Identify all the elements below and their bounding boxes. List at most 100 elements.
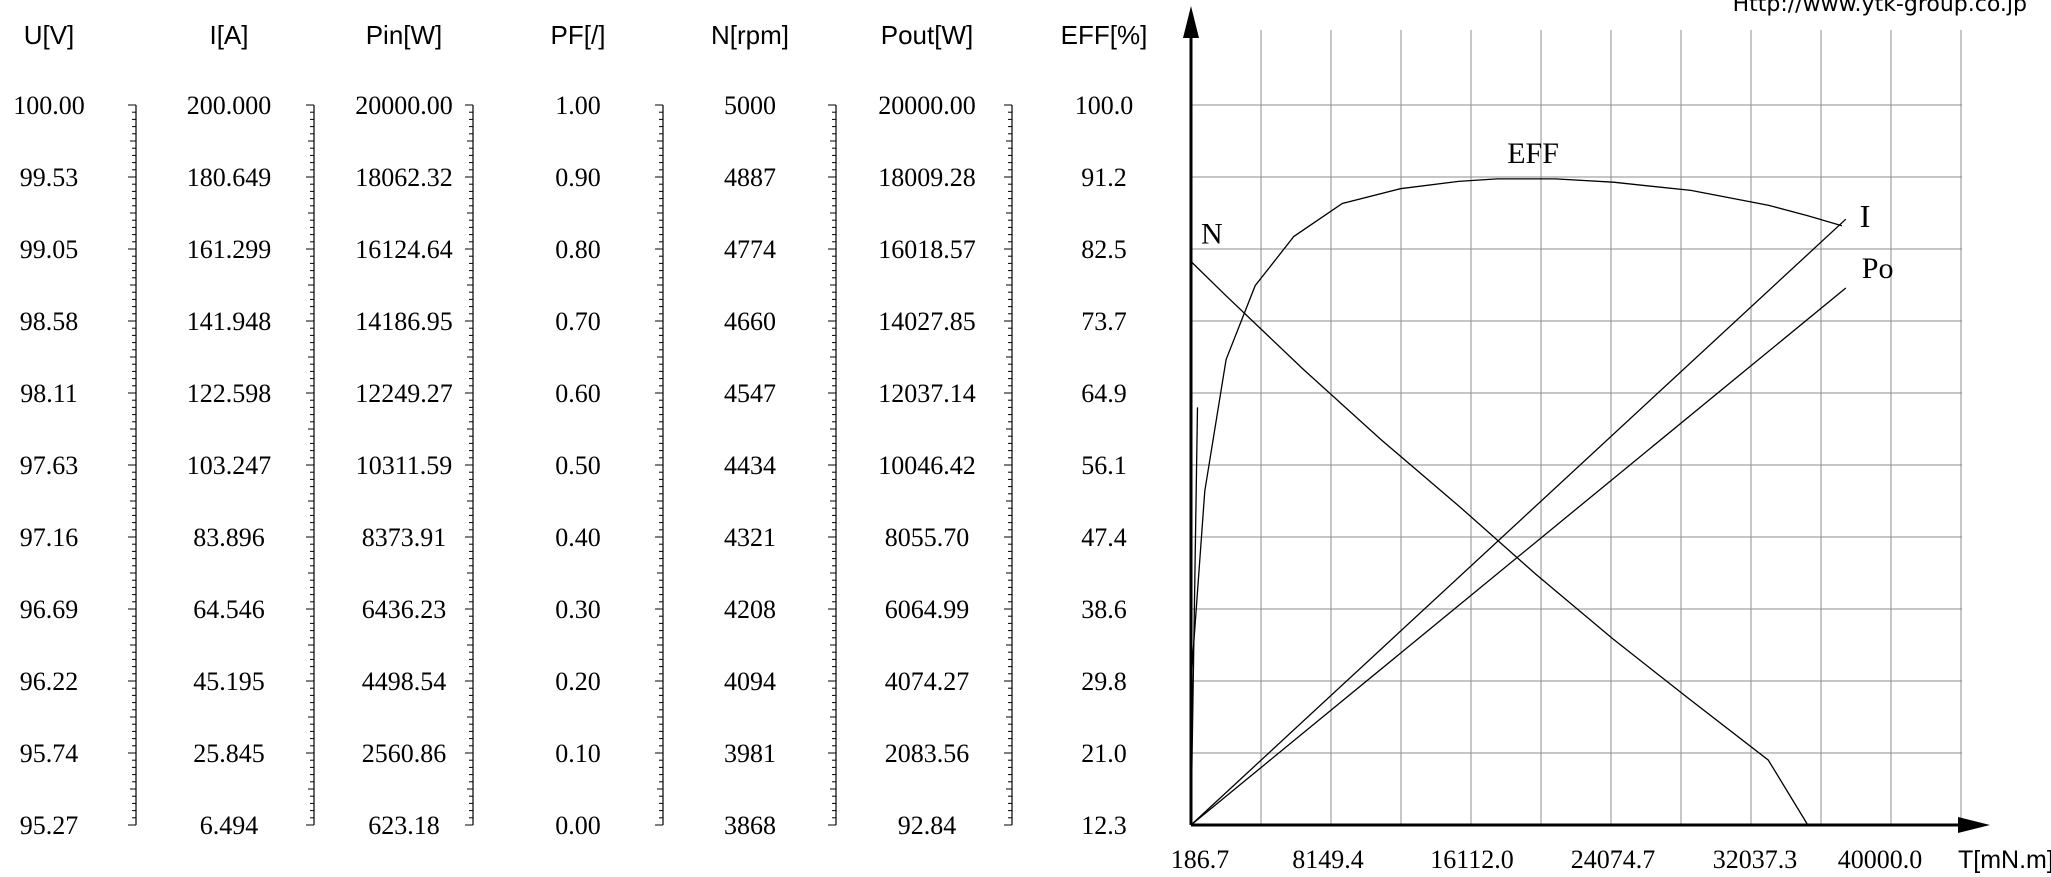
x-tick-label: 186.7 — [1171, 845, 1230, 874]
y-axis-arrow — [1183, 6, 1199, 38]
scale-tick-label: 83.896 — [193, 523, 265, 552]
scale-tick-label: 0.00 — [555, 811, 601, 840]
scale-tick-label: 96.22 — [20, 667, 79, 696]
scale-tick-label: 97.16 — [20, 523, 79, 552]
data-curves: EFF I Po N — [1190, 137, 1894, 826]
scale-tick-label: 122.598 — [187, 379, 272, 408]
scale-tick-label: 6436.23 — [362, 595, 447, 624]
curve-label-n: N — [1201, 217, 1223, 250]
curve-eff — [1190, 178, 1843, 682]
scale-header-pf: PF[/] — [551, 20, 606, 50]
scale-tick-label: 4774 — [724, 235, 776, 264]
scale-tick-label: 4547 — [724, 379, 776, 408]
curve-label-po: Po — [1862, 252, 1894, 285]
scale-header-pout-w: Pout[W] — [881, 20, 973, 50]
scale-tick-label: 6064.99 — [885, 595, 970, 624]
scale-tick-label: 99.53 — [20, 163, 79, 192]
scale-tick-label: 0.90 — [555, 163, 601, 192]
scale-tick-label: 14027.85 — [878, 307, 976, 336]
scale-tick-label: 2083.56 — [885, 739, 970, 768]
x-tick-label: 16112.0 — [1430, 845, 1514, 874]
scale-tick-label: 200.000 — [187, 91, 272, 120]
curve-i — [1190, 218, 1847, 826]
curve-label-eff: EFF — [1507, 137, 1559, 170]
scale-tick-label: 4434 — [724, 451, 776, 480]
scale-tick-label: 20000.00 — [878, 91, 976, 120]
scale-tick-label: 4094 — [724, 667, 776, 696]
x-tick-label: 8149.4 — [1292, 845, 1364, 874]
scale-tick-label: 0.80 — [555, 235, 601, 264]
scale-tick-label: 0.60 — [555, 379, 601, 408]
scale-tick-label: 82.5 — [1081, 235, 1127, 264]
scale-header-i-a: I[A] — [209, 20, 248, 50]
scale-tick-label: 4887 — [724, 163, 776, 192]
scale-tick-label: 0.70 — [555, 307, 601, 336]
scale-tick-label: 1.00 — [555, 91, 601, 120]
scale-tick-label: 0.30 — [555, 595, 601, 624]
scale-tick-label: 38.6 — [1081, 595, 1127, 624]
scale-tick-label: 180.649 — [187, 163, 272, 192]
scale-tick-label: 25.845 — [193, 739, 265, 768]
x-tick-label: 24074.7 — [1571, 845, 1656, 874]
scale-tick-label: 8373.91 — [362, 523, 447, 552]
curve-n — [1190, 261, 1809, 826]
x-tick-label: 32037.3 — [1713, 845, 1798, 874]
scale-tick-label: 95.74 — [20, 739, 79, 768]
website-url: Http://www.ytk-group.co.jp — [1732, 0, 2027, 17]
scale-tick-label: 10046.42 — [878, 451, 976, 480]
scale-tick-label: 18062.32 — [355, 163, 453, 192]
scale-tick-label: 100.00 — [13, 91, 85, 120]
scale-tick-label: 3868 — [724, 811, 776, 840]
x-tick-label: 40000.0 — [1838, 845, 1923, 874]
scale-tick-label: 6.494 — [200, 811, 259, 840]
scale-tick-label: 16018.57 — [878, 235, 976, 264]
scale-tick-label: 12037.14 — [878, 379, 976, 408]
scale-tick-label: 73.7 — [1081, 307, 1127, 336]
scale-tick-label: 10311.59 — [356, 451, 453, 480]
scale-tick-label: 623.18 — [368, 811, 440, 840]
plot-axes: 186.7 8149.4 16112.0 24074.7 32037.3 40000.0 T… — [1171, 6, 2051, 874]
curve-label-i: I — [1860, 198, 1871, 234]
scale-tick-label: 29.8 — [1081, 667, 1127, 696]
x-axis-arrow — [1958, 817, 1990, 833]
plot-grid — [1191, 30, 1962, 825]
scale-tick-label: 4498.54 — [362, 667, 447, 696]
scale-tick-label: 12249.27 — [355, 379, 453, 408]
scale-tick-label: 161.299 — [187, 235, 272, 264]
scale-columns: U[V] 100.00 99.53 99.05 98.58 98.11 97.63 97.16… — [13, 20, 1147, 840]
scale-tick-label: 18009.28 — [878, 163, 976, 192]
scale-tick-label: 47.4 — [1081, 523, 1127, 552]
scale-tick-label: 4321 — [724, 523, 776, 552]
scale-tick-label: 8055.70 — [885, 523, 970, 552]
scale-tick-label: 64.546 — [193, 595, 265, 624]
scale-tick-label: 98.58 — [20, 307, 79, 336]
scale-tick-label: 3981 — [724, 739, 776, 768]
scale-tick-label: 98.11 — [20, 379, 78, 408]
scale-tick-label: 2560.86 — [362, 739, 447, 768]
scale-tick-label: 5000 — [724, 91, 776, 120]
scale-tick-label: 0.50 — [555, 451, 601, 480]
scale-tick-label: 92.84 — [898, 811, 957, 840]
scale-tick-label: 20000.00 — [355, 91, 453, 120]
scale-tick-label: 91.2 — [1081, 163, 1127, 192]
scale-tick-label: 96.69 — [20, 595, 79, 624]
scale-tick-label: 4660 — [724, 307, 776, 336]
scale-tick-label: 4208 — [724, 595, 776, 624]
scale-tick-label: 12.3 — [1081, 811, 1127, 840]
scale-tick-label: 16124.64 — [355, 235, 453, 264]
scale-tick-label: 0.40 — [555, 523, 601, 552]
scale-tick-label: 0.20 — [555, 667, 601, 696]
scale-tick-label: 141.948 — [187, 307, 272, 336]
scale-tick-label: 21.0 — [1081, 739, 1127, 768]
scale-tick-label: 45.195 — [193, 667, 265, 696]
scale-tick-label: 97.63 — [20, 451, 79, 480]
scale-header-n-rpm: N[rpm] — [711, 20, 789, 50]
scale-tick-label: 0.10 — [555, 739, 601, 768]
scale-tick-label: 99.05 — [20, 235, 79, 264]
scale-tick-label: 64.9 — [1081, 379, 1127, 408]
scale-header-u-v: U[V] — [24, 20, 75, 50]
scale-tick-label: 14186.95 — [355, 307, 453, 336]
scale-header-pin-w: Pin[W] — [366, 20, 443, 50]
scale-header-eff: EFF[%] — [1061, 20, 1148, 50]
